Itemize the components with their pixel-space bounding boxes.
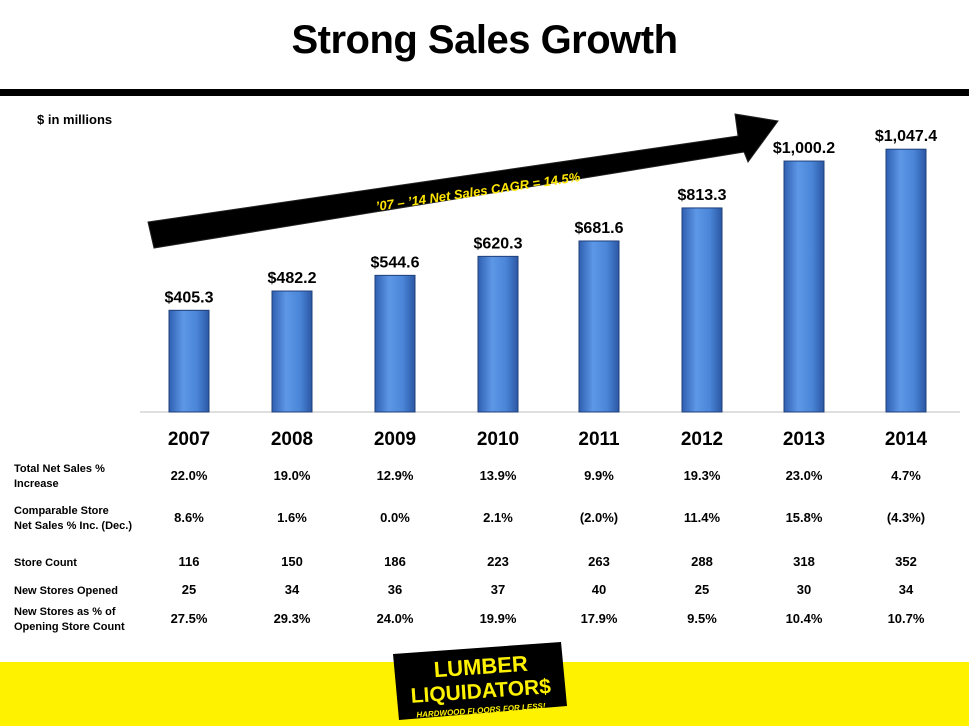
- bar-value-label-2008: $482.2: [268, 270, 317, 287]
- table-cell: 186: [384, 554, 406, 569]
- table-cell: 10.4%: [785, 611, 823, 626]
- table-cell: 40: [591, 582, 607, 597]
- table-cell: 1.6%: [277, 510, 307, 525]
- units-note: $ in millions: [37, 112, 113, 127]
- table-cell: 9.5%: [687, 611, 717, 626]
- table-cell: 25: [181, 582, 197, 597]
- logo-badge: [393, 642, 567, 720]
- year-label-2010: 2010: [477, 429, 519, 450]
- cagr-arrow-shape: [147, 113, 779, 249]
- page-title: Strong Sales Growth: [291, 18, 678, 62]
- year-label-2009: 2009: [374, 429, 416, 450]
- table-row-label-line: Comparable Store: [14, 505, 109, 517]
- table-cell: 11.4%: [683, 510, 721, 525]
- bar-value-label-2013: $1,000.2: [773, 140, 835, 157]
- table-cell: 27.5%: [170, 611, 208, 626]
- bar-2009: [374, 274, 416, 413]
- bar-2007: [168, 309, 210, 413]
- table-cell: 263: [588, 554, 610, 569]
- year-label-2012: 2012: [681, 429, 723, 450]
- year-label-2013: 2013: [783, 429, 825, 450]
- table-cell: 318: [793, 554, 815, 569]
- table-cell: 4.7%: [891, 468, 921, 483]
- table-cell: 29.3%: [273, 611, 311, 626]
- table-cell: 34: [284, 582, 300, 597]
- table-row-label-line: Store Count: [14, 557, 77, 569]
- table-cell: 34: [898, 582, 914, 597]
- table-cell: 15.8%: [785, 510, 823, 525]
- bar-2011: [578, 240, 620, 413]
- table-cell: (4.3%): [886, 510, 926, 525]
- table-row-label: Comparable Store Net Sales % Inc. (Dec.): [14, 504, 132, 534]
- bar-value-label-2012: $813.3: [678, 187, 727, 204]
- table-cell: 19.0%: [273, 468, 311, 483]
- bar-value-label-2007: $405.3: [165, 289, 214, 306]
- title-divider: [0, 89, 969, 96]
- table-cell: 116: [178, 554, 200, 569]
- table-row-label-line: New Stores as % of: [14, 606, 116, 618]
- table-cell: 288: [691, 554, 713, 569]
- bar-2010: [477, 255, 519, 413]
- year-label-2011: 2011: [578, 429, 620, 450]
- table-cell: 25: [694, 582, 710, 597]
- year-label-2014: 2014: [885, 429, 928, 450]
- table-cell: 30: [796, 582, 812, 597]
- table-row-label-line: Net Sales % Inc. (Dec.): [14, 520, 132, 532]
- bar-value-label-2014: $1,047.4: [875, 128, 937, 145]
- table-cell: (2.0%): [579, 510, 619, 525]
- table-row-label: New Stores Opened: [14, 584, 118, 599]
- table-cell: 8.6%: [174, 510, 204, 525]
- table-cell: 23.0%: [785, 468, 823, 483]
- bar-2013: [783, 160, 825, 413]
- table-cell: 19.3%: [683, 468, 721, 483]
- table-cell: 36: [387, 582, 403, 597]
- table-row-label-line: New Stores Opened: [14, 585, 118, 597]
- bar-2014: [885, 148, 927, 413]
- table-row-label: Total Net Sales % Increase: [14, 462, 105, 492]
- table-row-label-line: Opening Store Count: [14, 621, 125, 633]
- bar-2012: [681, 207, 723, 413]
- table-cell: 0.0%: [380, 510, 410, 525]
- table-cell: 13.9%: [479, 468, 517, 483]
- table-row-label: Store Count: [14, 556, 77, 571]
- table-cell: 223: [487, 554, 509, 569]
- table-cell: 37: [490, 582, 506, 597]
- bar-value-label-2009: $544.6: [371, 254, 420, 271]
- table-cell: 12.9%: [376, 468, 414, 483]
- table-cell: 2.1%: [483, 510, 513, 525]
- year-label-2008: 2008: [271, 429, 313, 450]
- table-row-label-line: Increase: [14, 478, 59, 490]
- table-cell: 19.9%: [479, 611, 517, 626]
- table-cell: 10.7%: [887, 611, 925, 626]
- bar-2008: [271, 290, 313, 413]
- table-cell: 17.9%: [580, 611, 618, 626]
- table-row-label-line: Total Net Sales %: [14, 463, 105, 475]
- lumber-liquidators-logo: LUMBER LIQUIDATOR$ HARDWOOD FLOORS FOR L…: [393, 642, 567, 720]
- sales-bar-chart: $405.3 2007 $482.2 2008 $544.6 2009 $620.3 2010…: [140, 113, 960, 450]
- table-row-label: New Stores as % of Opening Store Count: [14, 605, 125, 635]
- table-cell: 352: [895, 554, 917, 569]
- bar-value-label-2010: $620.3: [474, 235, 523, 252]
- table-cell: 150: [281, 554, 303, 569]
- table-cell: 9.9%: [584, 468, 614, 483]
- bar-value-label-2011: $681.6: [575, 220, 624, 237]
- year-label-2007: 2007: [168, 429, 210, 450]
- table-cell: 24.0%: [376, 611, 414, 626]
- table-cell: 22.0%: [170, 468, 208, 483]
